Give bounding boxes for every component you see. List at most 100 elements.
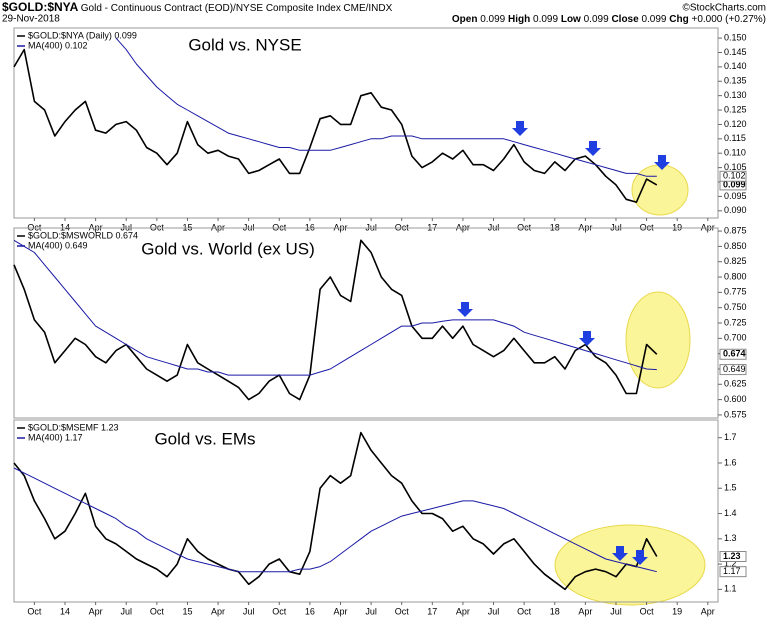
y-tick-label: 0.135 [724,76,747,86]
quote-value: +0.000 (+0.27%) [692,14,767,25]
quote: Open 0.099 High 0.099 Low 0.099 Close 0.… [452,14,766,25]
x-tick-label: Oct [640,606,655,616]
x-tick-label: Oct [517,222,532,232]
y-tick-label: 0.800 [724,271,747,281]
last-value-label: 0.102 [723,171,746,181]
series-line [13,239,658,401]
y-tick-label: 0.140 [724,61,747,71]
x-tick-label: Jul [243,606,255,616]
x-tick-label: 18 [550,222,560,232]
highlight [631,164,689,216]
series-line [13,48,658,203]
y-tick-label: 0.150 [724,32,747,42]
legend-label: MA(400) 0.102 [28,40,88,50]
x-tick-label: Jul [365,606,377,616]
legend-label: $GOLD:$MSWORLD 0.674 [28,230,138,240]
x-tick-label: Jul [120,222,132,232]
x-tick-label: 18 [550,606,560,616]
y-tick-label: 0.120 [724,119,747,129]
x-tick-label: Apr [456,606,470,616]
legend-label: MA(400) 0.649 [28,240,88,250]
y-tick-label: 0.145 [724,47,747,57]
panel-title: Gold vs. World (ex US) [141,239,315,258]
arrows [457,121,670,565]
quote-value: 0.099 [480,14,505,25]
x-tick-label: Oct [272,606,287,616]
y-tick-label: 0.825 [724,256,747,266]
x-tick-label: Apr [701,606,715,616]
panel-title: Gold vs. EMs [154,429,255,448]
x-tick-label: Jul [120,606,132,616]
quote-value: 0.099 [584,14,609,25]
legend-label: $GOLD:$MSEMF 1.23 [28,422,119,432]
header-line: $GOLD:$NYA Gold - Continuous Contract (E… [2,0,393,14]
x-tick-label: 16 [305,222,315,232]
y-tick-label: 0.110 [724,148,746,158]
y-tick-label: 0.125 [724,104,747,114]
y-tick-label: 0.600 [724,394,747,404]
y-tick-label: 1.7 [724,432,737,442]
copyright: ©StockCharts.com [682,3,766,14]
legend-label: $GOLD:$NYA (Daily) 0.099 [28,30,137,40]
series-line [13,431,658,591]
quote-value: 0.099 [533,14,558,25]
x-tick-label: 17 [427,222,437,232]
x-tick-label: Apr [89,222,103,232]
x-tick-label: Jul [365,222,377,232]
description: Gold - Continuous Contract (EOD)/NYSE Co… [81,3,341,14]
quote-label: Close [611,14,639,25]
date: 29-Nov-2018 [2,14,60,25]
x-tick-label: Jul [243,222,255,232]
last-value-box [719,348,747,360]
plot-frame [13,419,719,603]
last-value-label: 1.17 [723,566,741,576]
x-tick-label: Apr [333,222,347,232]
quote-label: Chg [669,14,688,25]
x-tick-label: 15 [182,222,192,232]
x-tick-label: Oct [395,222,410,232]
quote-label: Open [452,14,478,25]
y-tick-label: 0.115 [724,133,746,143]
y-tick-label: 0.575 [724,409,747,419]
last-value-label: 0.674 [723,349,746,359]
y-tick-label: 1.1 [724,584,737,594]
last-value-label: 0.099 [723,179,746,189]
quote-label: Low [561,14,581,25]
x-tick-label: Apr [211,606,225,616]
y-tick-label: 0.105 [724,162,747,172]
y-tick-label: 0.700 [724,333,747,343]
plots: 0.0900.0950.1000.1050.1100.1150.1200.125… [13,27,747,616]
x-tick-label: Oct [150,222,165,232]
x-tick-label: Oct [150,606,165,616]
arrow [654,155,670,170]
x-tick-label: 14 [60,606,70,616]
arrow [512,121,528,136]
x-tick-label: Oct [272,222,287,232]
x-tick-label: Oct [27,606,42,616]
quote-label: High [508,14,530,25]
y-tick-label: 1.5 [724,483,737,493]
x-tick-label: Jul [488,606,500,616]
y-tick-label: 0.725 [724,317,747,327]
x-tick-label: Apr [701,222,715,232]
x-tick-label: Oct [517,606,532,616]
y-tick-label: 0.775 [724,287,747,297]
y-tick-label: 0.090 [724,205,747,215]
y-tick-label: 1.3 [724,533,737,543]
x-tick-label: Apr [89,606,103,616]
x-tick-label: Apr [578,606,592,616]
y-tick-label: 1.4 [724,508,737,518]
x-tick-label: 19 [672,222,682,232]
series-line [13,239,657,376]
x-tick-label: 17 [427,606,437,616]
y-tick-label: 0.130 [724,90,747,100]
x-tick-label: Jul [610,222,622,232]
y-tick-label: 0.875 [724,225,747,235]
arrow [612,546,628,561]
last-value-label: 1.23 [723,551,741,561]
plot-frame [13,227,719,419]
last-value-box [719,170,747,182]
y-tick-label: 0.625 [724,379,747,389]
